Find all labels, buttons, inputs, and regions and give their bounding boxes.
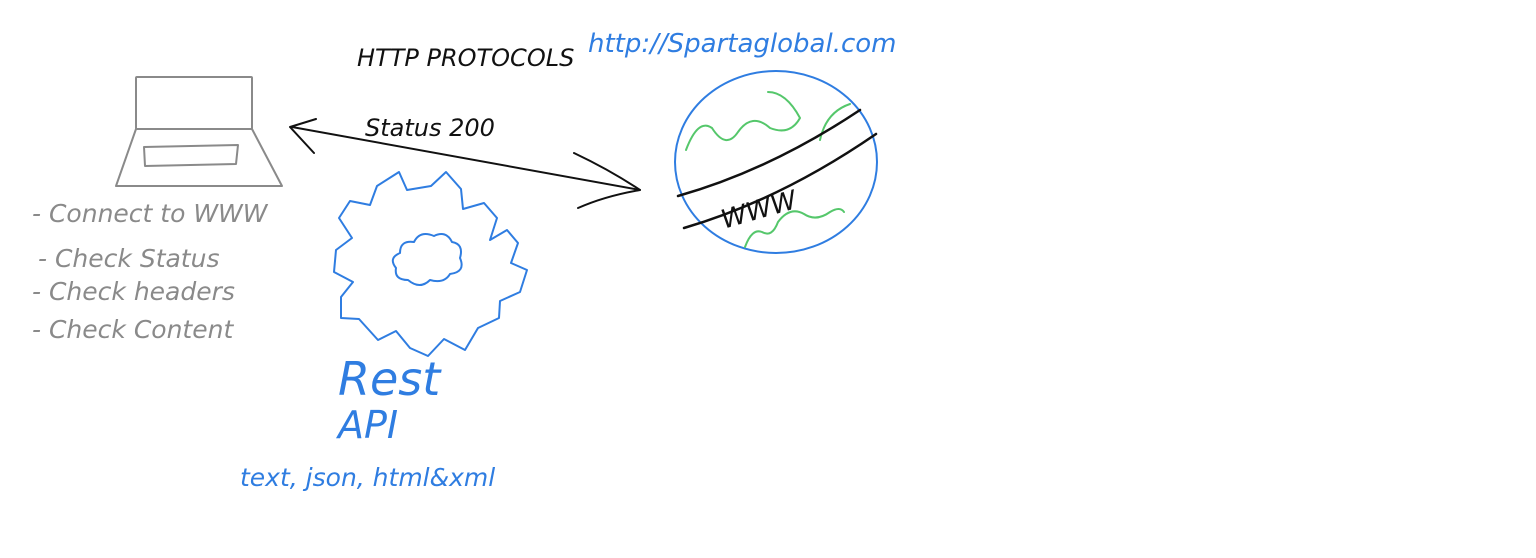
- arrow-head-right: [573, 152, 641, 209]
- continent-east: [819, 103, 851, 141]
- api-formats: text, json, html&xml: [240, 463, 495, 492]
- status-label: Status 200: [365, 114, 495, 142]
- arrow-shaft: [291, 126, 641, 191]
- laptop-base: [115, 128, 283, 187]
- laptop-screen: [135, 76, 253, 130]
- globe-label: WWW: [718, 185, 802, 235]
- globe-outline: [674, 70, 878, 254]
- api-title-line1: Rest: [338, 352, 442, 406]
- cloud-icon: [391, 233, 463, 286]
- step-check-content: - Check Content: [32, 315, 234, 344]
- url-label: http://Spartaglobal.com: [588, 29, 897, 59]
- continent-north: [685, 91, 801, 151]
- laptop-trackpad: [143, 144, 239, 167]
- globe-band: [676, 108, 878, 230]
- laptop-icon: [115, 76, 283, 187]
- gear-icon: [333, 171, 528, 357]
- step-check-status: - Check Status: [38, 244, 219, 273]
- gear-outline: [333, 171, 528, 357]
- api-title-line2: API: [335, 403, 398, 447]
- connection-arrow: [289, 118, 641, 209]
- band-lower: [682, 132, 878, 230]
- step-check-headers: - Check headers: [32, 277, 235, 306]
- protocol-label: HTTP PROTOCOLS: [357, 44, 574, 72]
- step-connect: - Connect to WWW: [32, 199, 269, 228]
- globe-continents: [685, 91, 851, 248]
- band-upper: [676, 108, 862, 198]
- globe-icon: WWW: [674, 70, 878, 254]
- client-steps: - Connect to WWW - Check Status - Check …: [32, 199, 269, 344]
- continent-south: [744, 208, 845, 248]
- arrow-head-left: [289, 118, 317, 154]
